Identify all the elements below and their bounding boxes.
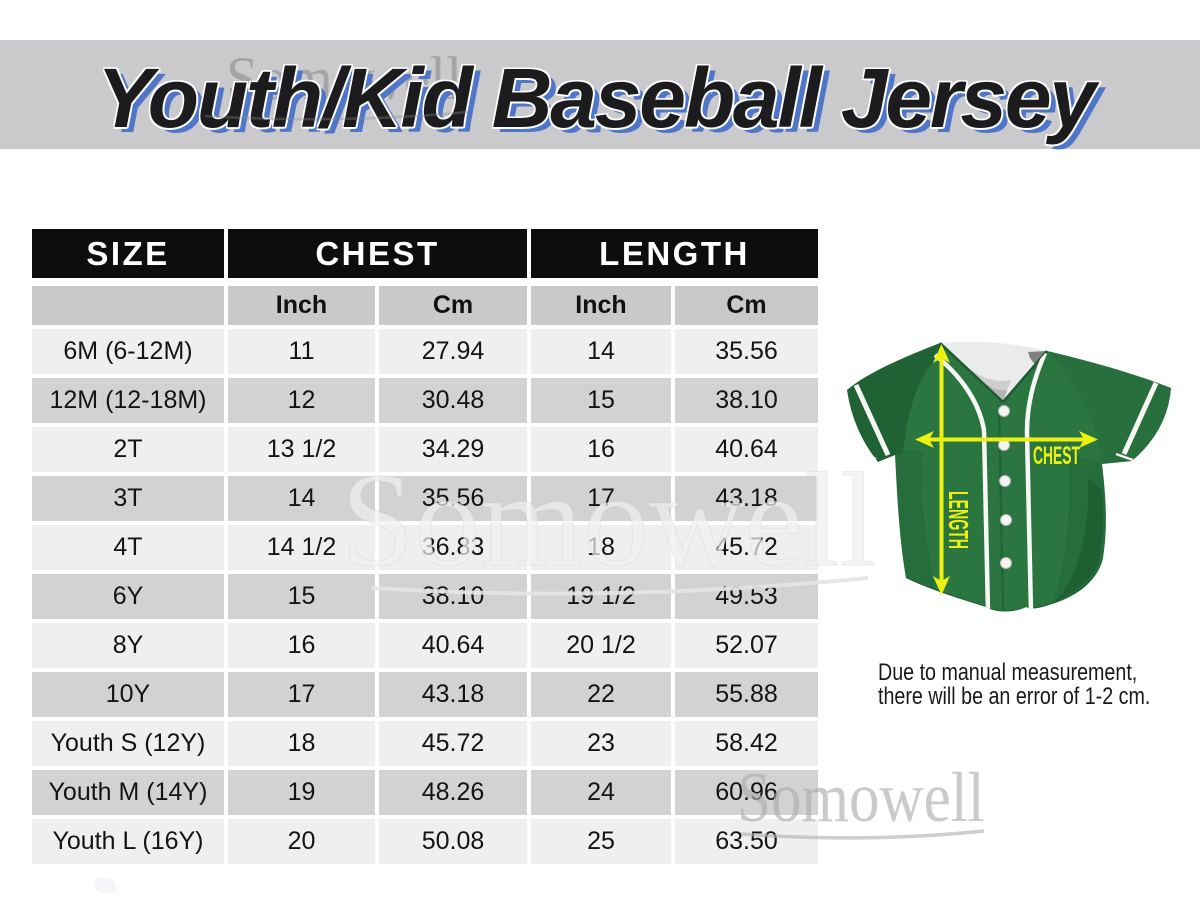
svg-text:LENGTH: LENGTH xyxy=(943,491,974,549)
svg-text:CHEST: CHEST xyxy=(1033,442,1080,470)
